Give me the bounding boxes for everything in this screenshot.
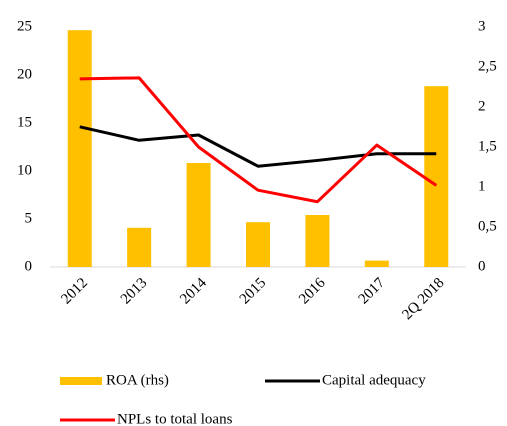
legend-swatch	[60, 377, 102, 385]
y2-tick-label: 2	[478, 98, 486, 114]
line	[79, 125, 437, 168]
y-tick-label: 15	[17, 114, 32, 130]
y-tick-label: 20	[17, 66, 32, 82]
x-tick-label: 2013	[118, 275, 151, 308]
legend-label: ROA (rhs)	[106, 372, 169, 388]
bar	[364, 260, 389, 267]
y2-tick-label: 1,5	[478, 138, 497, 154]
x-tick-label: 2016	[296, 275, 329, 308]
legend-label: Capital adequacy	[322, 372, 426, 388]
y2-tick-label: 1	[478, 178, 486, 194]
legend-label: NPLs to total loans	[117, 411, 233, 426]
x-tick-label: 2017	[356, 275, 389, 308]
y-tick-label: 0	[25, 258, 33, 274]
line	[79, 76, 438, 204]
y-tick-label: 25	[17, 18, 32, 34]
x-tick-label: 2012	[58, 275, 91, 308]
bar	[424, 86, 449, 267]
y2-tick-label: 0,5	[478, 218, 497, 234]
x-tick-label: 2014	[177, 275, 210, 308]
bar	[67, 30, 92, 268]
y-tick-label: 10	[17, 162, 32, 178]
x-tick-label: 2Q 2018	[399, 275, 447, 323]
bar	[246, 222, 270, 267]
bar	[186, 163, 211, 267]
bar	[305, 215, 330, 267]
y-tick-label: 5	[25, 210, 33, 226]
bar	[127, 227, 152, 267]
y2-tick-label: 0	[478, 258, 486, 274]
y2-tick-label: 3	[478, 18, 486, 34]
x-tick-label: 2015	[237, 275, 270, 308]
y2-tick-label: 2,5	[478, 58, 497, 74]
